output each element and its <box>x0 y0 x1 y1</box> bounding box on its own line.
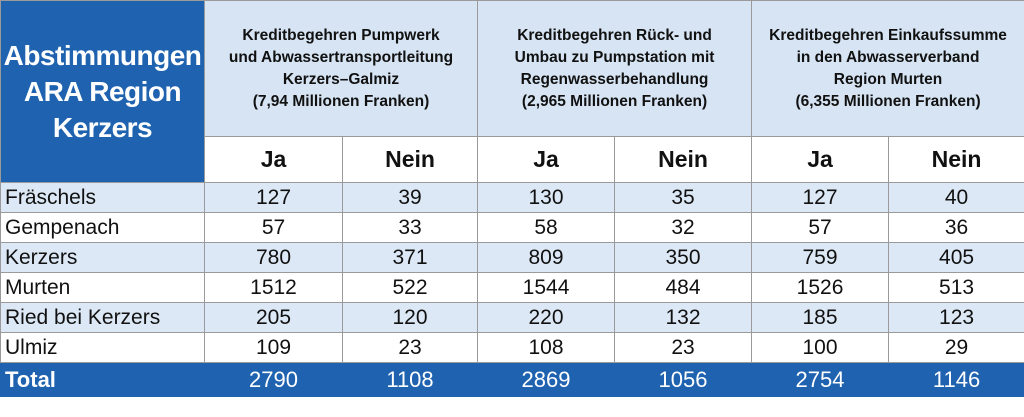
table-cell: 109 <box>204 332 343 363</box>
table-row: Ulmiz 109 23 108 23 100 29 <box>0 332 1024 363</box>
table-cell: 405 <box>888 242 1024 273</box>
total-cell: 2790 <box>204 362 343 397</box>
total-cell: 1108 <box>341 362 479 397</box>
table-cell: 35 <box>614 182 753 213</box>
table-row: Ried bei Kerzers 205 120 220 132 185 123 <box>0 302 1024 333</box>
table-cell: 185 <box>751 302 890 333</box>
table-cell: 108 <box>477 332 616 363</box>
table-row: Gempenach 57 33 58 32 57 36 <box>0 212 1024 243</box>
row-label: Gempenach <box>0 212 205 243</box>
column-header-nein: Nein <box>341 136 479 183</box>
table-cell: 809 <box>477 242 616 273</box>
table-cell: 57 <box>751 212 890 243</box>
row-label: Murten <box>0 272 205 303</box>
table-title: Abstimmungen ARA Region Kerzers <box>0 0 205 183</box>
row-label: Ried bei Kerzers <box>0 302 205 333</box>
row-label: Fräschels <box>0 182 205 213</box>
table-cell: 132 <box>614 302 753 333</box>
table-cell: 100 <box>751 332 890 363</box>
column-header-nein: Nein <box>614 136 753 183</box>
table-cell: 1526 <box>751 272 890 303</box>
total-label: Total <box>0 362 205 397</box>
table-cell: 127 <box>751 182 890 213</box>
table-cell: 57 <box>204 212 343 243</box>
table-cell: 36 <box>888 212 1024 243</box>
table-row: Fräschels 127 39 130 35 127 40 <box>0 182 1024 213</box>
table-cell: 123 <box>888 302 1024 333</box>
group-header-einkaufssumme: Kreditbegehren Einkaufssumme in den Abwa… <box>751 0 1024 137</box>
table-cell: 120 <box>341 302 479 333</box>
results-table: Abstimmungen ARA Region Kerzers Kreditbe… <box>0 0 1024 397</box>
table-cell: 220 <box>477 302 616 333</box>
table-cell: 513 <box>888 272 1024 303</box>
column-header-ja: Ja <box>751 136 890 183</box>
column-header-ja: Ja <box>204 136 343 183</box>
group-header-pumpwerk: Kreditbegehren Pumpwerk und Abwassertran… <box>203 0 479 137</box>
table-cell: 29 <box>888 332 1024 363</box>
table-cell: 32 <box>614 212 753 243</box>
total-cell: 2754 <box>751 362 890 397</box>
total-cell: 1056 <box>614 362 753 397</box>
table-cell: 58 <box>477 212 616 243</box>
table-cell: 39 <box>341 182 479 213</box>
table-cell: 780 <box>204 242 343 273</box>
table-cell: 205 <box>204 302 343 333</box>
table-cell: 1512 <box>204 272 343 303</box>
group-header-pumpstation: Kreditbegehren Rück- und Umbau zu Pumpst… <box>477 0 753 137</box>
row-label: Kerzers <box>0 242 205 273</box>
table-cell: 371 <box>341 242 479 273</box>
table-cell: 23 <box>614 332 753 363</box>
table-row: Kerzers 780 371 809 350 759 405 <box>0 242 1024 273</box>
table-cell: 484 <box>614 272 753 303</box>
table-cell: 23 <box>341 332 479 363</box>
table-cell: 40 <box>888 182 1024 213</box>
table-cell: 33 <box>341 212 479 243</box>
column-header-ja: Ja <box>477 136 616 183</box>
total-row: Total 2790 1108 2869 1056 2754 1146 <box>0 362 1024 397</box>
table-cell: 127 <box>204 182 343 213</box>
table-cell: 522 <box>341 272 479 303</box>
table-row: Murten 1512 522 1544 484 1526 513 <box>0 272 1024 303</box>
table-cell: 350 <box>614 242 753 273</box>
table-cell: 759 <box>751 242 890 273</box>
row-label: Ulmiz <box>0 332 205 363</box>
table-cell: 130 <box>477 182 616 213</box>
table-cell: 1544 <box>477 272 616 303</box>
column-header-nein: Nein <box>888 136 1024 183</box>
total-cell: 1146 <box>888 362 1024 397</box>
total-cell: 2869 <box>477 362 616 397</box>
